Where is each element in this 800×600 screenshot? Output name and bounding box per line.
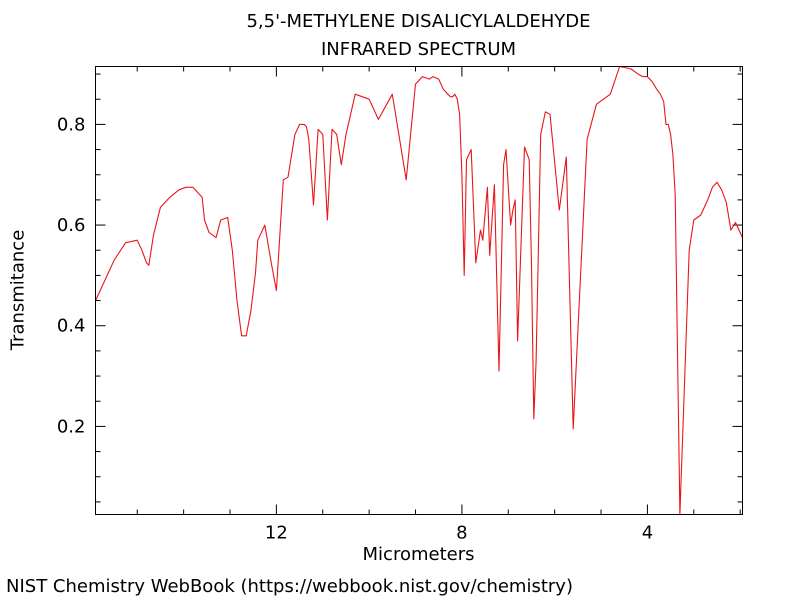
series-layer <box>95 65 743 516</box>
x-tick-label: 4 <box>642 523 653 544</box>
y-tick-label: 0.2 <box>57 416 86 437</box>
tick-marks <box>95 66 743 515</box>
y-tick-label: 0.4 <box>57 316 86 337</box>
spectrum-line <box>95 65 743 516</box>
source-credit: NIST Chemistry WebBook (https://webbook.… <box>6 576 573 597</box>
tick-labels: 12 8 4 0.2 0.4 0.6 0.8 <box>57 114 653 543</box>
x-axis-label: Micrometers <box>362 544 475 565</box>
x-tick-label: 12 <box>265 523 288 544</box>
x-tick-label: 8 <box>456 523 467 544</box>
y-tick-label: 0.8 <box>57 114 86 135</box>
chart-title-line-2: INFRARED SPECTRUM <box>320 39 517 60</box>
chart-title-line-1: 5,5'-METHYLENE DISALICYLALDEHYDE <box>246 11 591 32</box>
y-axis-label: Transmitance <box>7 229 29 351</box>
plot-frame <box>95 66 743 515</box>
y-tick-label: 0.6 <box>57 215 86 236</box>
